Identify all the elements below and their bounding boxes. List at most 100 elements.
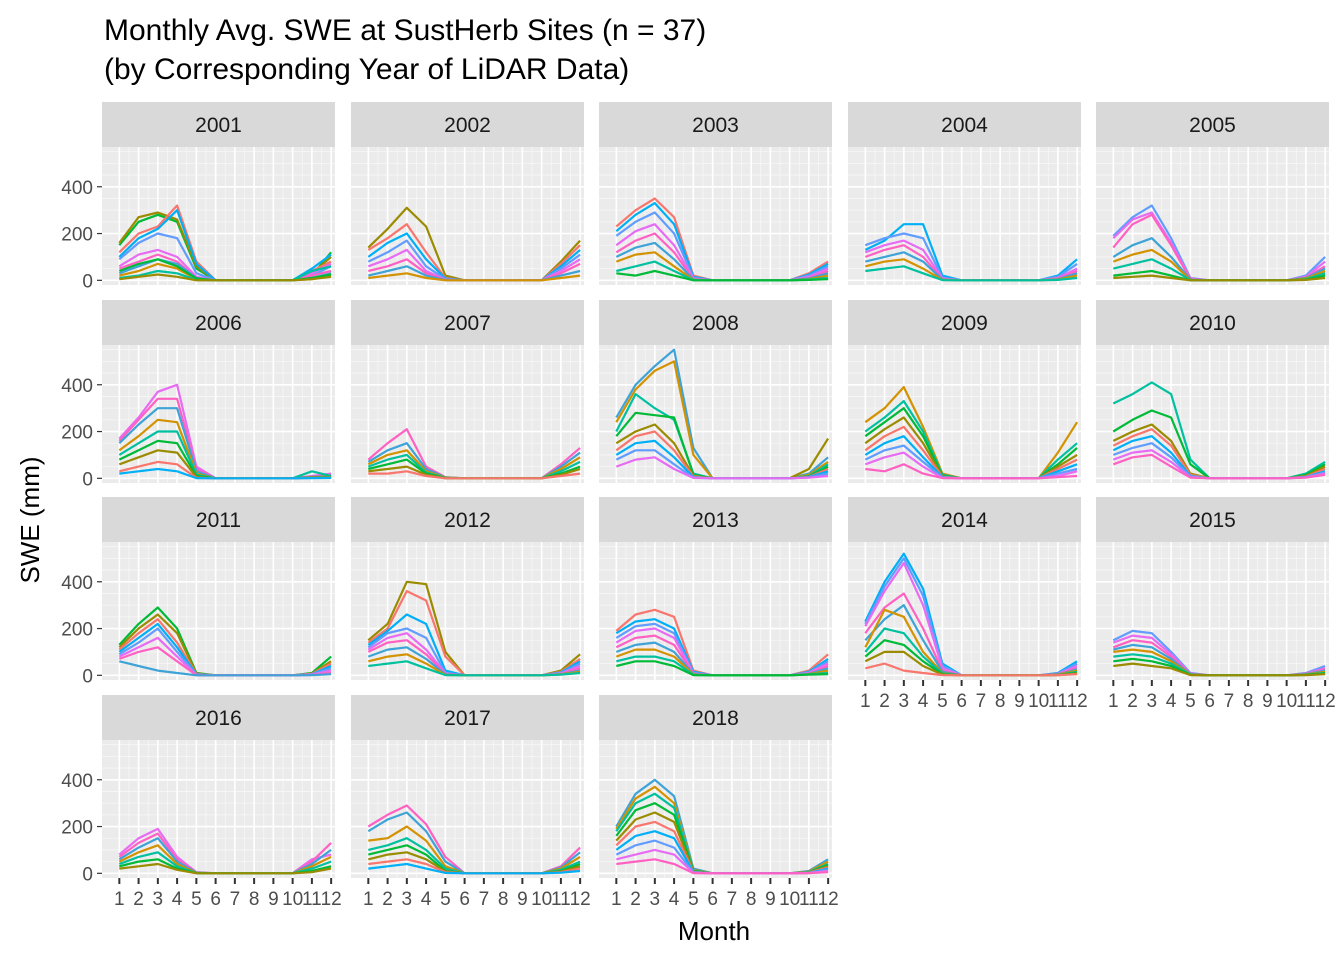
- x-tick-label: 6: [707, 889, 718, 910]
- x-tick-label: 1: [114, 889, 125, 910]
- facet-strip-label: 2003: [692, 114, 739, 137]
- x-tick-label: 12: [818, 889, 839, 910]
- series-line: [119, 467, 332, 480]
- x-tick-label: 10: [531, 889, 552, 910]
- x-tick-label: 10: [282, 889, 303, 910]
- x-tick-label: 8: [995, 691, 1006, 712]
- panel-background: [599, 740, 832, 878]
- facet-strip: [1096, 102, 1329, 147]
- facet-strip-label: 2002: [444, 114, 491, 137]
- x-tick-label: 3: [153, 889, 164, 910]
- x-tick-label: 12: [570, 889, 591, 910]
- x-tick-label: 11: [799, 889, 819, 910]
- facet-strip: [1096, 497, 1329, 542]
- panel-background: [351, 542, 584, 680]
- chart-subtitle: (by Corresponding Year of LiDAR Data): [104, 53, 629, 86]
- facet-strip: [599, 300, 832, 345]
- series-line: [368, 272, 581, 282]
- x-tick-label: 10: [1028, 691, 1049, 712]
- x-tick-label: 11: [302, 889, 322, 910]
- facet-strip-label: 2006: [195, 312, 242, 335]
- x-tick-label: 9: [765, 889, 776, 910]
- y-tick-label: 200: [61, 225, 93, 246]
- y-tick-label: 400: [61, 178, 93, 199]
- chart-title: Monthly Avg. SWE at SustHerb Sites (n = …: [104, 14, 706, 47]
- series-line: [119, 660, 332, 677]
- x-tick-label: 8: [249, 889, 260, 910]
- series-line: [865, 265, 1078, 282]
- facet-strip-label: 2014: [941, 509, 988, 532]
- facet-strip-label: 2007: [444, 312, 491, 335]
- x-tick-label: 6: [459, 889, 470, 910]
- x-tick-label: 5: [1185, 691, 1196, 712]
- x-tick-label: 8: [746, 889, 757, 910]
- facet-strip: [848, 102, 1081, 147]
- facet-panel-2002: 2002: [351, 102, 584, 285]
- y-tick-label: 0: [82, 469, 93, 490]
- x-tick-label: 5: [688, 889, 699, 910]
- y-tick-label: 400: [61, 771, 93, 792]
- panel-background: [102, 345, 335, 483]
- x-tick-label: 2: [382, 889, 393, 910]
- facet-strip-label: 2012: [444, 509, 491, 532]
- series-line: [1113, 662, 1326, 677]
- facet-panel-2004: 2004: [848, 102, 1081, 285]
- facet-panel-2011: 2011 0 200 400: [61, 497, 335, 687]
- facet-strip: [351, 102, 584, 147]
- facet-panel-2001: 2001 0 200 400: [61, 102, 335, 292]
- facet-strip: [351, 497, 584, 542]
- facet-strip: [848, 497, 1081, 542]
- facet-strip-label: 2011: [196, 509, 241, 532]
- facet-strip-label: 2015: [1189, 509, 1236, 532]
- facet-panel-2006: 2006 0 200 400: [61, 300, 335, 490]
- panel-background: [102, 740, 335, 878]
- x-tick-label: 12: [1315, 691, 1336, 712]
- panel-background: [351, 345, 584, 483]
- y-tick-label: 0: [82, 271, 93, 292]
- x-tick-label: 9: [1262, 691, 1273, 712]
- y-tick-label: 0: [82, 864, 93, 885]
- y-axis-title: SWE (mm): [15, 456, 45, 583]
- facet-strip-label: 2016: [195, 707, 242, 730]
- x-tick-label: 11: [551, 889, 571, 910]
- series-line: [865, 662, 1078, 677]
- x-tick-label: 7: [976, 691, 987, 712]
- facet-strip-label: 2017: [444, 707, 491, 730]
- facet-panel-2009: 2009: [848, 300, 1081, 483]
- facet-strip-label: 2009: [941, 312, 988, 335]
- facet-panel-2010: 2010: [1096, 300, 1329, 483]
- facet-strip: [102, 695, 335, 740]
- facet-panel-2012: 2012: [351, 497, 584, 680]
- x-tick-label: 9: [517, 889, 528, 910]
- x-tick-label: 3: [402, 889, 413, 910]
- panel-background: [848, 147, 1081, 285]
- facet-strip-label: 2013: [692, 509, 739, 532]
- facet-panel-2003: 2003: [599, 102, 832, 285]
- x-tick-label: 9: [1014, 691, 1025, 712]
- x-tick-label: 1: [611, 889, 622, 910]
- x-tick-label: 8: [1243, 691, 1254, 712]
- x-tick-label: 5: [191, 889, 202, 910]
- x-tick-label: 6: [1204, 691, 1215, 712]
- x-tick-label: 10: [779, 889, 800, 910]
- panel-background: [102, 542, 335, 680]
- y-tick-label: 200: [61, 423, 93, 444]
- x-tick-label: 11: [1296, 691, 1316, 712]
- x-tick-label: 11: [1048, 691, 1068, 712]
- facet-strip: [599, 102, 832, 147]
- facet-strip: [102, 497, 335, 542]
- x-tick-label: 5: [937, 691, 948, 712]
- x-tick-label: 2: [1127, 691, 1138, 712]
- panel-background: [599, 147, 832, 285]
- x-tick-label: 3: [1147, 691, 1158, 712]
- x-tick-label: 12: [1067, 691, 1088, 712]
- facet-strip: [102, 102, 335, 147]
- facet-strip-label: 2018: [692, 707, 739, 730]
- panel-background: [599, 542, 832, 680]
- panel-background: [351, 147, 584, 285]
- x-tick-label: 3: [650, 889, 661, 910]
- x-tick-label: 1: [860, 691, 871, 712]
